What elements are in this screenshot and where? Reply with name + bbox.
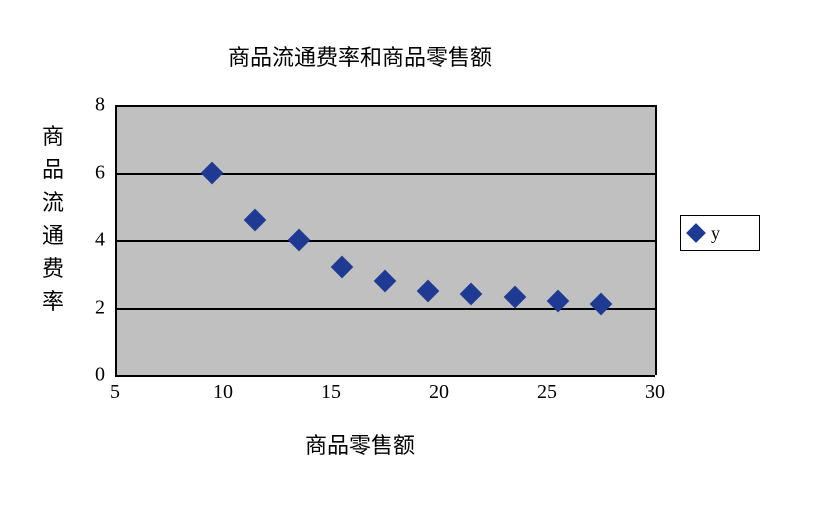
plot-background: 0246851015202530 — [115, 105, 655, 375]
x-tick-label: 25 — [537, 381, 557, 404]
plot-area: 0246851015202530 — [115, 105, 655, 375]
data-point — [201, 161, 224, 184]
plot-border — [115, 105, 117, 375]
y-tick-label: 8 — [65, 94, 105, 117]
data-point — [417, 279, 440, 302]
data-point — [503, 286, 526, 309]
data-point — [287, 229, 310, 252]
x-axis-label: 商品零售额 — [0, 428, 720, 460]
x-tick-label: 5 — [110, 381, 120, 404]
x-tick-label: 30 — [645, 381, 665, 404]
data-point — [590, 293, 613, 316]
y-tick-label: 6 — [65, 161, 105, 184]
chart-title: 商品流通费率和商品零售额 — [0, 40, 720, 72]
chart-container: 商品流通费率和商品零售额 商品流通费率 0246851015202530 商品零… — [0, 0, 819, 520]
y-tick-label: 4 — [65, 229, 105, 252]
x-tick-label: 20 — [429, 381, 449, 404]
legend-series-label: y — [711, 223, 720, 244]
data-point — [374, 269, 397, 292]
gridline — [115, 173, 655, 175]
y-tick-label: 2 — [65, 296, 105, 319]
diamond-icon — [686, 223, 706, 243]
data-point — [330, 256, 353, 279]
data-point — [460, 283, 483, 306]
legend: y — [680, 215, 760, 251]
gridline — [115, 240, 655, 242]
y-axis-label: 商品流通费率 — [40, 120, 66, 318]
plot-border — [655, 105, 657, 375]
data-point — [244, 208, 267, 231]
gridline — [115, 105, 655, 107]
y-tick-label: 0 — [65, 364, 105, 387]
x-tick-label: 15 — [321, 381, 341, 404]
x-tick-label: 10 — [213, 381, 233, 404]
gridline — [115, 375, 655, 377]
gridline — [115, 308, 655, 310]
